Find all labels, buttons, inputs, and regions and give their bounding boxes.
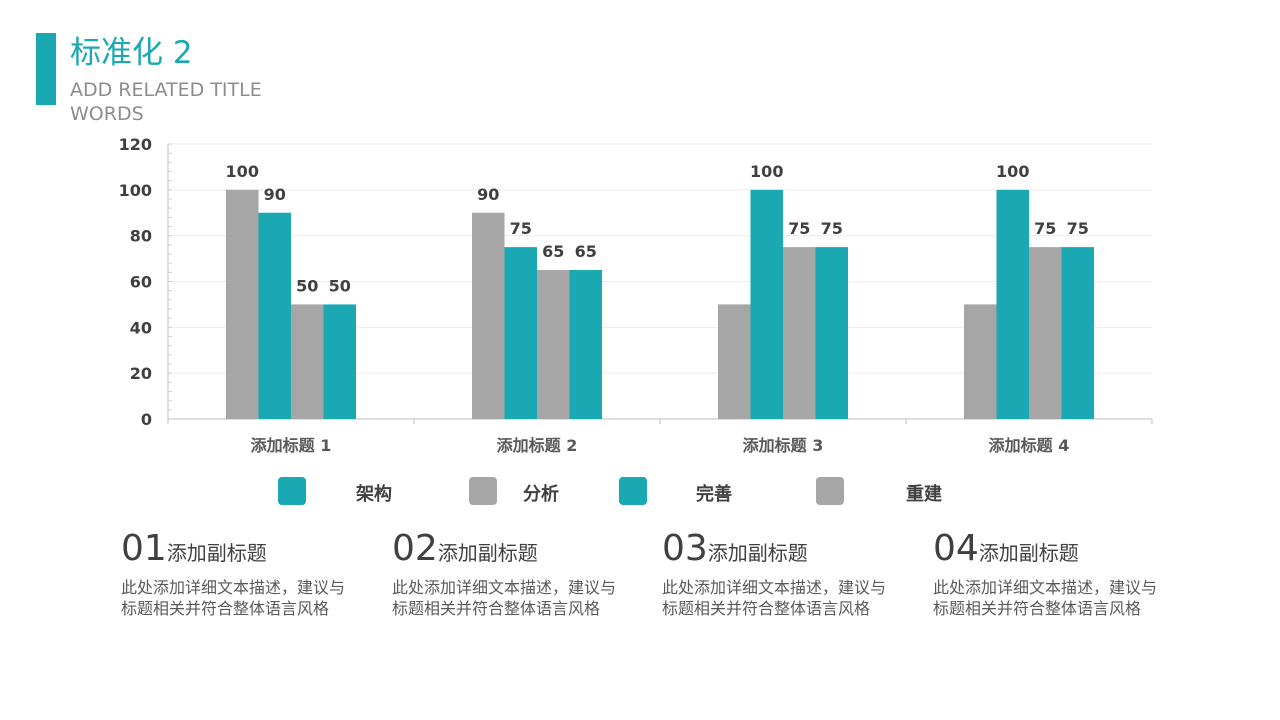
bar-3-2: [750, 189, 783, 419]
bar-4-3: [1029, 247, 1062, 419]
block-description-line-1: 此处添加详细文本描述，建议与: [662, 578, 887, 597]
page-subtitle: ADD RELATED TITLE WORDS: [70, 78, 290, 126]
bar-1-4: [323, 304, 356, 419]
legend-label-3: 完善: [696, 484, 732, 505]
data-label: 90: [477, 185, 499, 204]
data-label: 75: [510, 219, 532, 238]
legend-label-1: 架构: [356, 484, 392, 505]
y-tick-label: 120: [119, 135, 152, 154]
block-description-line-2: 标题相关并符合整体语言风格: [392, 599, 601, 618]
data-label: 75: [1067, 219, 1089, 238]
x-category-label: 添加标题 3: [743, 436, 824, 455]
block-number: 01: [121, 528, 167, 569]
chart-legend: 架构 分析 完善 重建: [0, 476, 1280, 506]
bar-4-2: [996, 189, 1029, 419]
bar-3-1: [718, 304, 751, 419]
block-description: 此处添加详细文本描述，建议与 标题相关并符合整体语言风格: [392, 577, 642, 619]
bar-1-2: [258, 212, 291, 419]
block-description-line-1: 此处添加详细文本描述，建议与: [392, 578, 617, 597]
info-block-1: 01添加副标题 此处添加详细文本描述，建议与 标题相关并符合整体语言风格: [121, 528, 381, 619]
x-category-label: 添加标题 2: [497, 436, 578, 455]
bar-1-3: [291, 304, 324, 419]
bar-3-4: [815, 247, 848, 419]
page-title: 标准化 2: [70, 35, 193, 71]
block-title: 添加副标题: [437, 541, 538, 565]
bar-4-4: [1061, 247, 1094, 419]
block-description-line-2: 标题相关并符合整体语言风格: [662, 599, 871, 618]
page-subtitle-line-1: ADD RELATED TITLE: [70, 79, 262, 101]
bar-chart: 0 20 40 60 80 100 120 100 90 50 50 添加标题 1 90 75 65 65 添加…: [119, 135, 1153, 455]
data-label: 65: [542, 242, 564, 261]
data-label: 100: [226, 162, 259, 181]
block-description-line-2: 标题相关并符合整体语言风格: [933, 599, 1142, 618]
block-description: 此处添加详细文本描述，建议与 标题相关并符合整体语言风格: [121, 577, 371, 619]
data-label: 90: [264, 185, 286, 204]
data-label: 50: [329, 276, 351, 295]
x-category-label: 添加标题 4: [989, 436, 1070, 455]
block-number: 04: [933, 528, 979, 569]
legend-swatch-4: [816, 477, 844, 505]
data-label: 100: [996, 162, 1029, 181]
title-accent-bar: [36, 33, 56, 105]
page-subtitle-line-2: WORDS: [70, 103, 144, 125]
bar-2-4: [569, 270, 602, 419]
block-description: 此处添加详细文本描述，建议与 标题相关并符合整体语言风格: [933, 577, 1183, 619]
block-description-line-2: 标题相关并符合整体语言风格: [121, 599, 330, 618]
block-title: 添加副标题: [707, 541, 808, 565]
block-title: 添加副标题: [166, 541, 267, 565]
legend-swatch-3: [619, 477, 647, 505]
bar-2-2: [504, 247, 537, 419]
data-label: 50: [296, 276, 318, 295]
info-block-2: 02添加副标题 此处添加详细文本描述，建议与 标题相关并符合整体语言风格: [392, 528, 652, 619]
bar-2-1: [472, 212, 505, 419]
bar-3-3: [783, 247, 816, 419]
block-description-line-1: 此处添加详细文本描述，建议与: [121, 578, 346, 597]
legend-swatch-1: [278, 477, 306, 505]
bar-2-3: [537, 270, 570, 419]
info-block-3: 03添加副标题 此处添加详细文本描述，建议与 标题相关并符合整体语言风格: [662, 528, 922, 619]
block-description-line-1: 此处添加详细文本描述，建议与: [933, 578, 1158, 597]
block-number: 02: [392, 528, 438, 569]
info-block-4: 04添加副标题 此处添加详细文本描述，建议与 标题相关并符合整体语言风格: [933, 528, 1193, 619]
y-tick-label: 20: [130, 364, 152, 383]
block-number: 03: [662, 528, 708, 569]
legend-swatch-2: [469, 477, 497, 505]
x-category-label: 添加标题 1: [251, 436, 332, 455]
data-label: 100: [750, 162, 783, 181]
y-tick-label: 60: [130, 273, 152, 292]
data-label: 75: [821, 219, 843, 238]
bar-1-1: [226, 189, 259, 419]
data-label: 65: [575, 242, 597, 261]
data-label: 75: [1034, 219, 1056, 238]
block-description: 此处添加详细文本描述，建议与 标题相关并符合整体语言风格: [662, 577, 912, 619]
block-title: 添加副标题: [978, 541, 1079, 565]
y-tick-label: 40: [130, 318, 152, 337]
y-tick-label: 80: [130, 227, 152, 246]
data-label: 75: [788, 219, 810, 238]
legend-label-4: 重建: [906, 484, 942, 505]
legend-label-2: 分析: [523, 484, 559, 505]
y-tick-label: 100: [119, 181, 152, 200]
y-tick-label: 0: [141, 410, 152, 429]
bar-4-1: [964, 304, 997, 419]
